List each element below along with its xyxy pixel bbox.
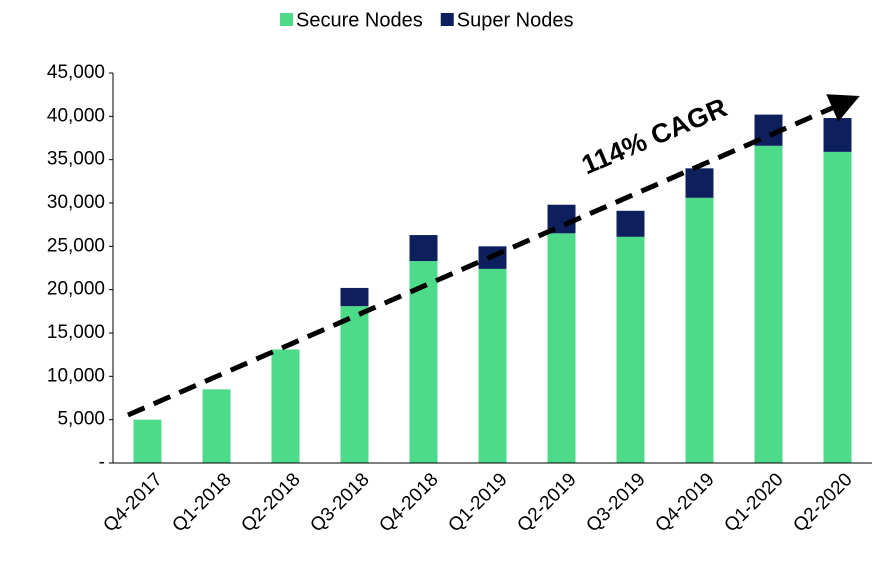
legend-label: Super Nodes xyxy=(457,9,574,31)
x-tick-label: Q2-2018 xyxy=(237,469,304,536)
x-tick-label: Q1-2020 xyxy=(720,469,787,536)
x-tick-label: Q2-2020 xyxy=(789,469,856,536)
bar-segment xyxy=(271,349,300,463)
bar-segment xyxy=(340,287,369,307)
bar-segment xyxy=(133,419,162,463)
x-tick-label: Q4-2019 xyxy=(651,469,718,536)
bar-segment xyxy=(340,306,369,463)
y-tick-label: 10,000 xyxy=(47,365,105,386)
legend-swatch xyxy=(280,13,293,26)
bar-segment xyxy=(409,261,438,463)
x-tick-label: Q4-2018 xyxy=(375,469,442,536)
bar-segment xyxy=(409,235,438,262)
bar-segment xyxy=(616,210,645,237)
x-tick-label: Q1-2018 xyxy=(168,469,235,536)
bar-segment xyxy=(202,389,231,463)
y-tick-label: 5,000 xyxy=(57,409,105,430)
legend-label: Secure Nodes xyxy=(296,9,423,31)
x-tick-label: Q3-2018 xyxy=(306,469,373,536)
y-tick-label: 20,000 xyxy=(47,279,105,300)
bar-segment xyxy=(823,151,852,463)
legend-swatch xyxy=(440,13,454,26)
bar-segment xyxy=(823,118,852,152)
bar-segment xyxy=(547,233,576,463)
trend-arrow xyxy=(127,94,860,418)
bar-segment xyxy=(685,168,714,198)
x-tick-label: Q3-2019 xyxy=(582,469,649,536)
bar-segment xyxy=(616,236,645,463)
bar-segment xyxy=(478,268,507,463)
x-tick-label: Q2-2019 xyxy=(513,469,580,536)
bar-segment xyxy=(754,145,783,464)
y-tick-label: 30,000 xyxy=(47,192,105,213)
y-tick-label: 35,000 xyxy=(47,149,105,170)
y-tick-label: 45,000 xyxy=(47,62,105,83)
bar-segment xyxy=(685,197,714,464)
y-tick-label: 40,000 xyxy=(47,105,105,126)
x-tick-label: Q1-2019 xyxy=(444,469,511,536)
x-tick-label: Q4-2017 xyxy=(99,469,166,536)
bars xyxy=(133,114,852,464)
y-tick-label: 15,000 xyxy=(47,322,105,343)
annotation: 114% CAGR xyxy=(577,92,731,180)
y-tick-label: 25,000 xyxy=(47,235,105,256)
y-tick-label: - xyxy=(99,452,105,473)
